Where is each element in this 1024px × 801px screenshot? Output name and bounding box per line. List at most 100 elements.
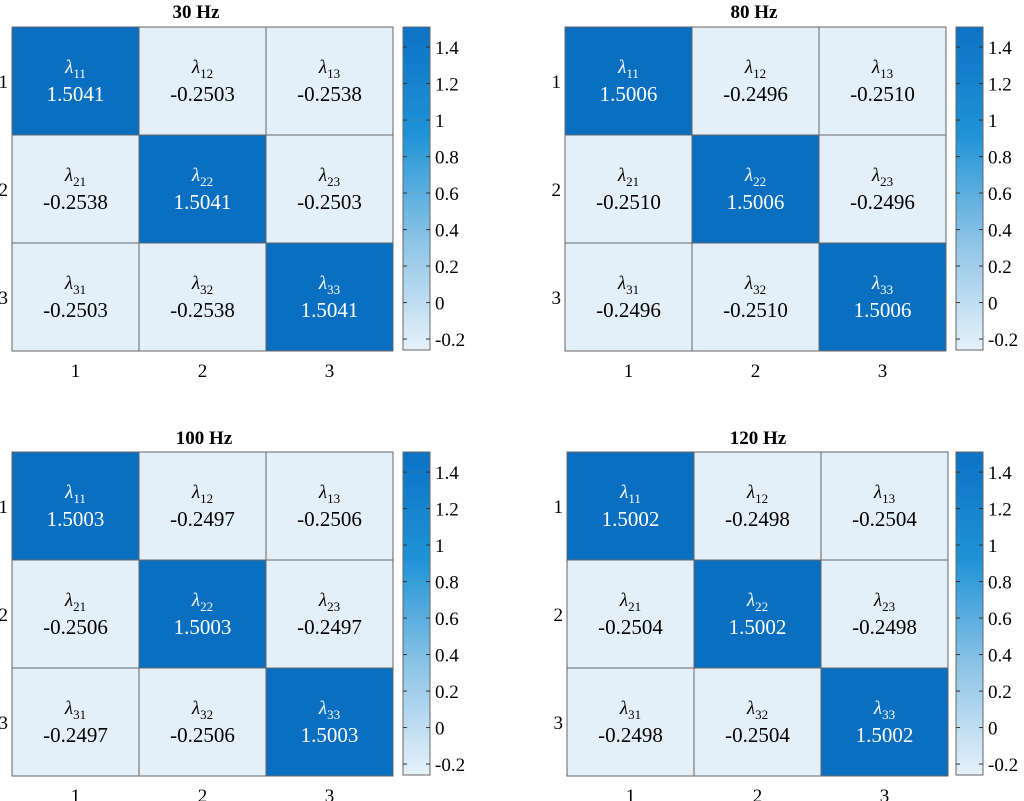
colorbar-tick-label: 0.8 xyxy=(988,573,1012,594)
heatmap-cell: λ31-0.2503 xyxy=(11,242,140,352)
heatmap-cell-fill xyxy=(693,559,822,669)
cell-value: -0.2503 xyxy=(43,298,108,322)
cell-value: 1.5041 xyxy=(301,298,359,322)
heatmap-cell-fill xyxy=(265,134,394,244)
cell-symbol: λ12 xyxy=(191,482,213,506)
cell-symbol: λ11 xyxy=(64,57,86,81)
cell-value: 1.5006 xyxy=(727,190,785,214)
cell-value: 1.5003 xyxy=(301,723,359,747)
x-tick-label: 1 xyxy=(71,361,81,382)
heatmap-cell-fill xyxy=(820,667,949,777)
cell-value: -0.2538 xyxy=(43,190,108,214)
cell-value: -0.2497 xyxy=(43,723,108,747)
cell-value: -0.2497 xyxy=(170,507,235,531)
x-tick-label: 1 xyxy=(624,361,634,382)
x-tick-label: 2 xyxy=(751,361,761,382)
cell-symbol: λ23 xyxy=(873,590,895,614)
cell-value: -0.2496 xyxy=(850,190,915,214)
colorbar-tick-label: 0.2 xyxy=(435,682,459,703)
colorbar-tick-label: 0.2 xyxy=(435,257,459,278)
colorbar-tick-label: 1.4 xyxy=(988,38,1012,59)
cell-symbol: λ13 xyxy=(318,482,340,506)
colorbar-tick-label: 0.8 xyxy=(435,148,459,169)
heatmap-cell-fill xyxy=(265,451,394,561)
heatmap-cell-fill xyxy=(818,134,947,244)
heatmap-cell: λ21-0.2510 xyxy=(564,134,693,244)
heatmap-cell-fill xyxy=(693,451,822,561)
heatmap-cell-fill xyxy=(818,26,947,136)
cell-symbol: λ22 xyxy=(191,590,213,614)
heatmap-cell-fill xyxy=(138,451,267,561)
colorbar-tick-label: 0 xyxy=(988,719,998,740)
cell-symbol: λ33 xyxy=(871,273,893,297)
heatmap-cell-fill xyxy=(564,26,693,136)
cell-value: -0.2538 xyxy=(297,82,362,106)
x-tick-label: 3 xyxy=(880,786,890,801)
colorbar-tick-label: 1 xyxy=(988,536,998,557)
cell-symbol: λ31 xyxy=(64,698,86,722)
cell-value: 1.5002 xyxy=(602,507,660,531)
colorbar: 1.4 1.2 1 0.8 0.6 0.4 0.2 0 -0.2 xyxy=(402,26,465,351)
colorbar-tick-label: 0.4 xyxy=(435,646,459,667)
colorbar-tick-label: 0 xyxy=(435,294,445,315)
heatmap-cell: λ21-0.2504 xyxy=(566,559,695,669)
heatmap-cell: λ32-0.2504 xyxy=(693,667,822,777)
colorbar-tick-label: 0 xyxy=(435,719,445,740)
cell-value: -0.2506 xyxy=(43,615,108,639)
heatmap-cell-fill xyxy=(265,26,394,136)
y-tick-label: 2 xyxy=(554,605,564,626)
colorbar-tick-label: 0.4 xyxy=(435,221,459,242)
heatmap-cell-fill xyxy=(566,559,695,669)
x-tick-label: 2 xyxy=(753,786,763,801)
heatmap-cell-fill xyxy=(138,134,267,244)
cell-symbol: λ32 xyxy=(744,273,766,297)
heatmap-cell-fill xyxy=(691,26,820,136)
cell-symbol: λ22 xyxy=(746,590,768,614)
heatmap-cell-fill xyxy=(564,242,693,352)
cell-symbol: λ23 xyxy=(318,165,340,189)
cell-symbol: λ11 xyxy=(617,57,639,81)
cell-symbol: λ12 xyxy=(744,57,766,81)
colorbar-tick-label: 1.2 xyxy=(988,500,1012,521)
heatmap-cell: λ13-0.2506 xyxy=(265,451,394,561)
heatmap-cell-fill xyxy=(265,242,394,352)
heatmap-cell: λ32-0.2510 xyxy=(691,242,820,352)
cell-symbol: λ21 xyxy=(619,590,641,614)
heatmap-cell-fill xyxy=(138,242,267,352)
heatmap-cell-fill xyxy=(691,242,820,352)
colorbar-tick-label: 1.4 xyxy=(988,463,1012,484)
y-tick-label: 2 xyxy=(552,180,562,201)
cell-value: -0.2504 xyxy=(598,615,663,639)
heatmap-cell-fill xyxy=(138,26,267,136)
heatmap-cell-fill xyxy=(11,26,140,136)
cell-symbol: λ21 xyxy=(64,165,86,189)
x-tick-label: 3 xyxy=(878,361,888,382)
cell-value: -0.2504 xyxy=(725,723,790,747)
cell-symbol: λ21 xyxy=(64,590,86,614)
x-tick-label: 3 xyxy=(325,786,335,801)
heatmap-cell: λ23-0.2498 xyxy=(820,559,949,669)
colorbar-tick-label: 0.6 xyxy=(435,184,459,205)
cell-symbol: λ11 xyxy=(619,482,641,506)
colorbar-tick-label: 0.6 xyxy=(435,609,459,630)
heatmap-cell: λ13-0.2504 xyxy=(820,451,949,561)
heatmap-panel-2: 80 Hzλ111.5006λ12-0.2496λ13-0.2510λ21-0.… xyxy=(552,2,1019,382)
cell-symbol: λ33 xyxy=(873,698,895,722)
colorbar-tick-label: 1.4 xyxy=(435,38,459,59)
colorbar-tick-label: 0.4 xyxy=(988,221,1012,242)
heatmap-cell-fill xyxy=(693,667,822,777)
panel-title: 30 Hz xyxy=(173,2,221,23)
x-tick-label: 2 xyxy=(198,786,208,801)
cell-symbol: λ23 xyxy=(318,590,340,614)
heatmap-panel-1: 30 Hzλ111.5041λ12-0.2503λ13-0.2538λ21-0.… xyxy=(0,2,465,382)
heatmap-cell: λ31-0.2496 xyxy=(564,242,693,352)
heatmap-cell: λ23-0.2496 xyxy=(818,134,947,244)
y-tick-label: 1 xyxy=(554,497,564,518)
heatmap-cell-fill xyxy=(818,242,947,352)
cell-symbol: λ31 xyxy=(64,273,86,297)
